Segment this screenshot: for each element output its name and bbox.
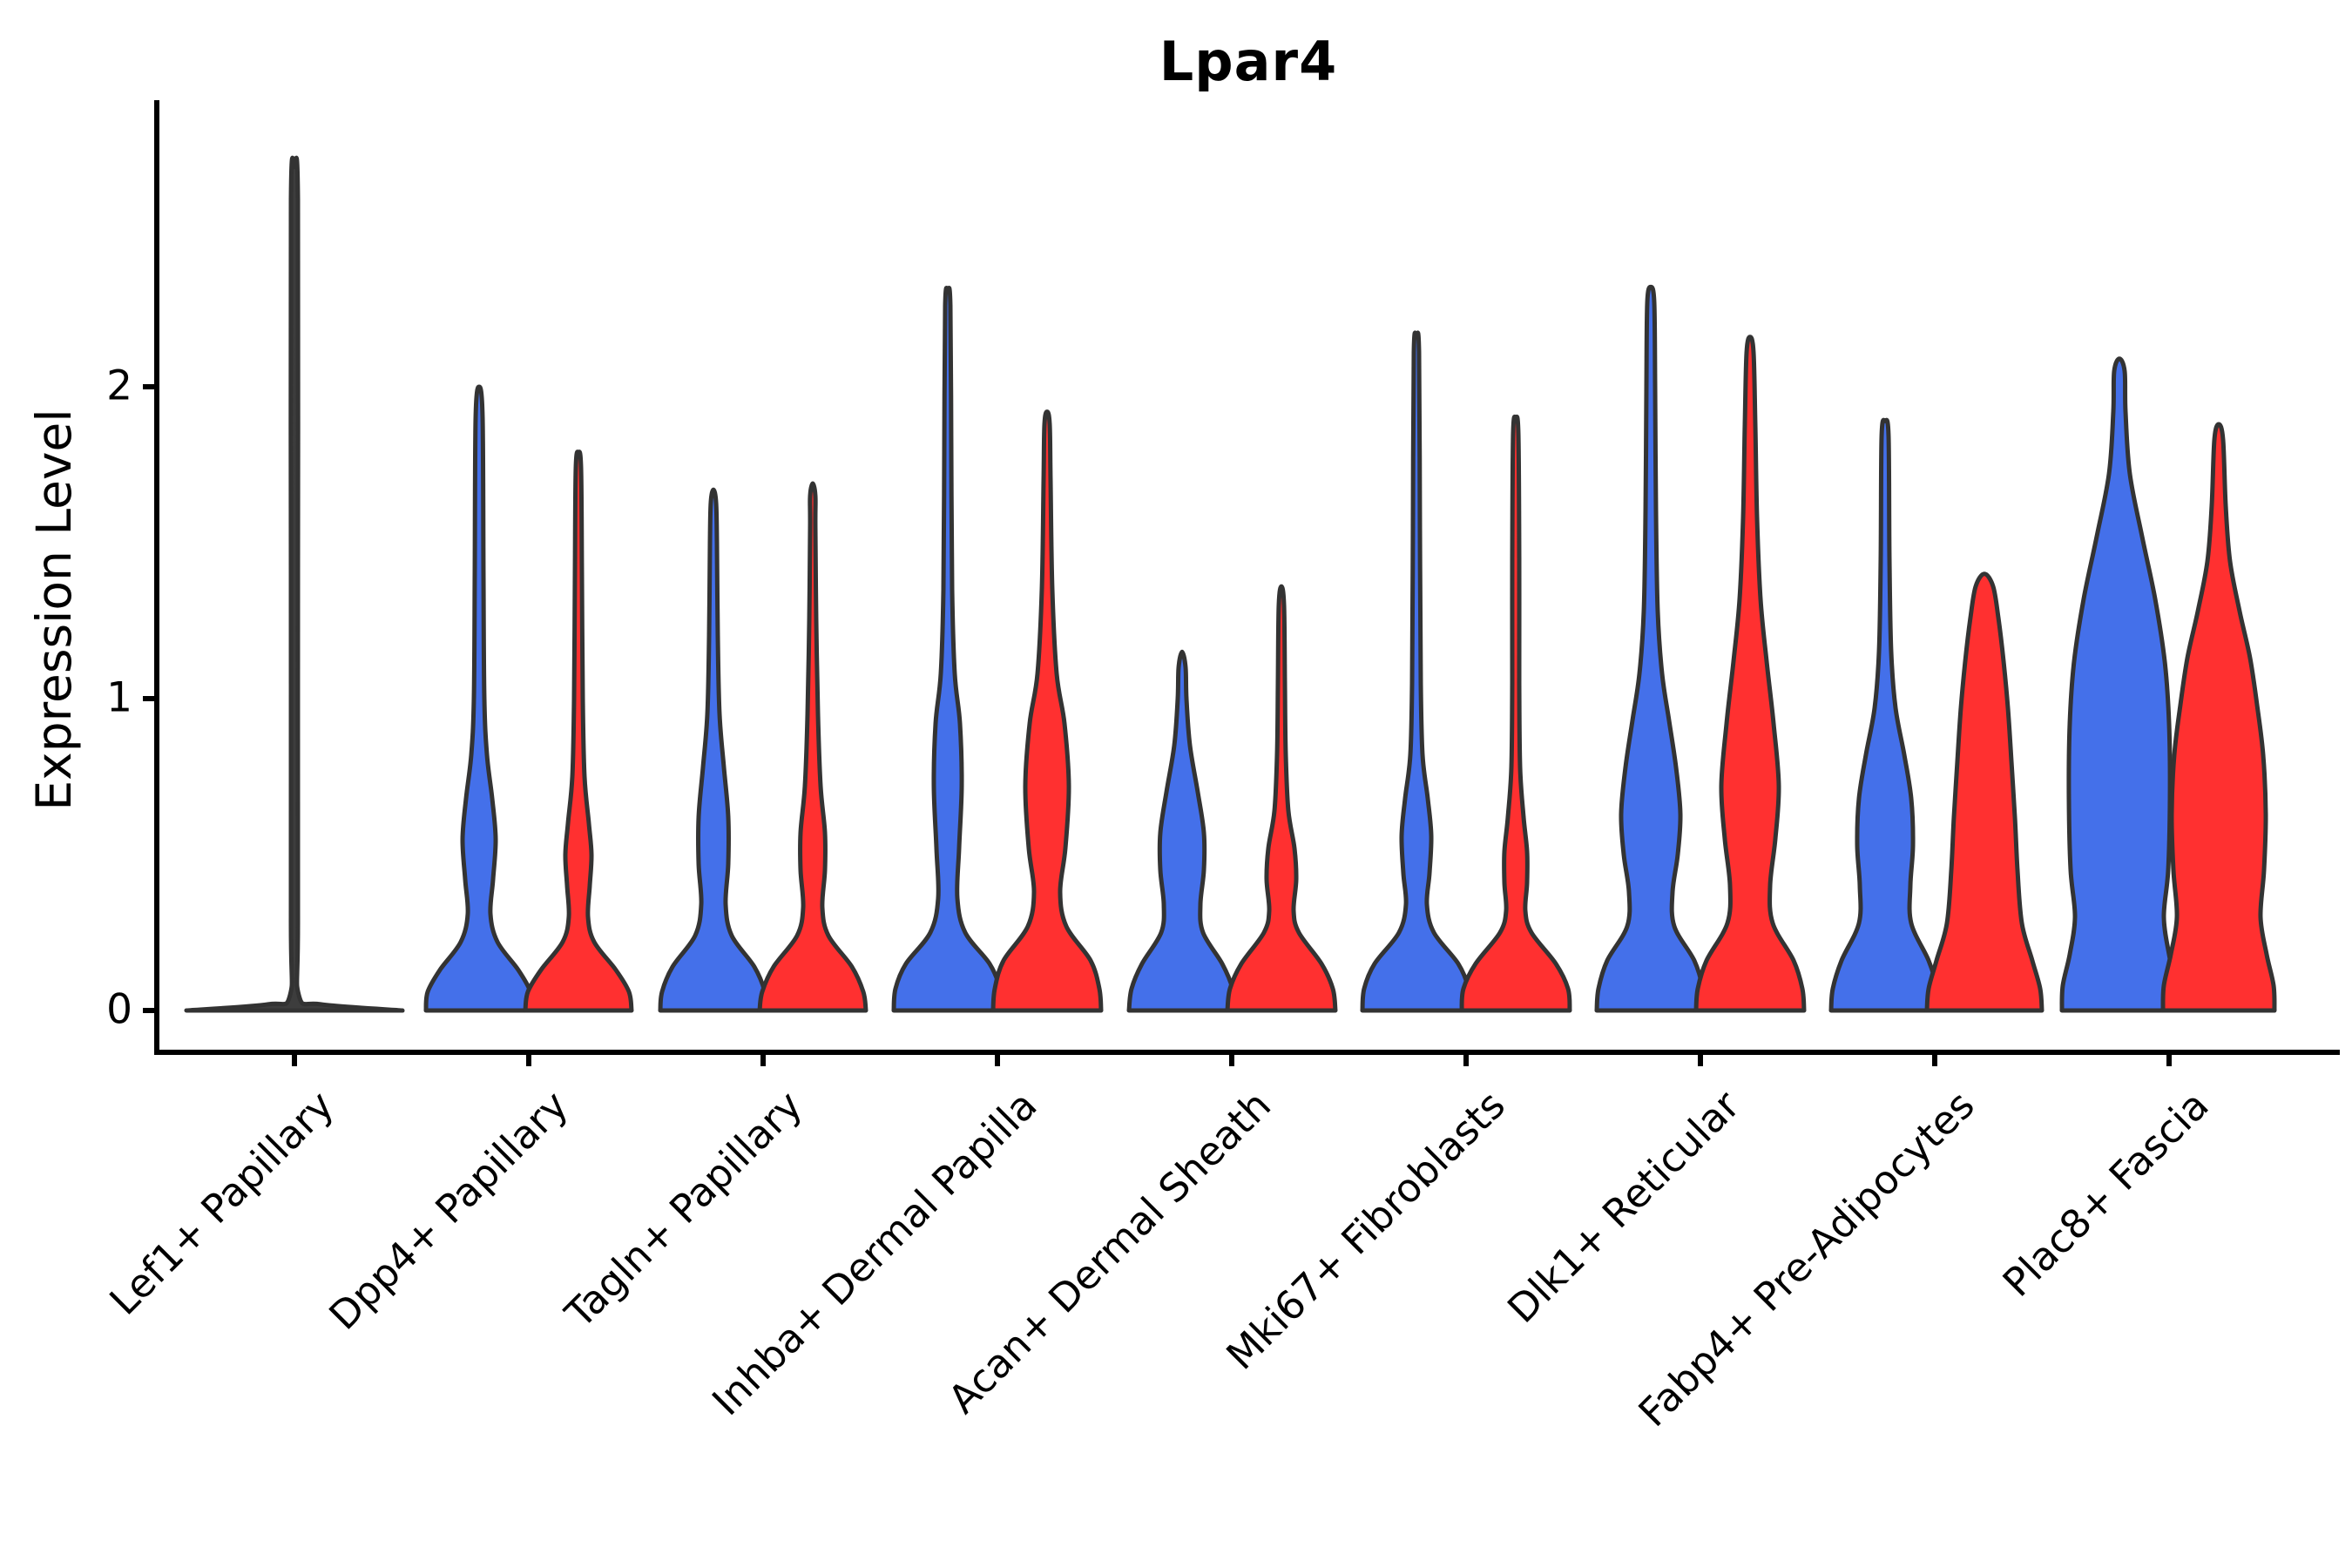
y-tick-label: 1 xyxy=(106,673,132,722)
chart-title: Lpar4 xyxy=(1159,30,1338,93)
violin-7-right xyxy=(1924,571,2044,1013)
violin-5-right xyxy=(1459,414,1572,1013)
violin-5-left xyxy=(1360,330,1473,1013)
violin-1-left xyxy=(423,384,535,1013)
violin-8-left xyxy=(2059,356,2180,1013)
violin-6-right xyxy=(1693,335,1807,1013)
violin-7-left xyxy=(1828,417,1942,1013)
violin-3-right xyxy=(990,409,1104,1013)
violin-3-left xyxy=(891,286,1004,1013)
axes-spines xyxy=(154,100,2340,1055)
violin-4-left xyxy=(1126,649,1238,1013)
violin-6-left xyxy=(1594,284,1707,1013)
y-tick-label: 0 xyxy=(106,985,132,1034)
violin-0-single xyxy=(184,155,405,1013)
violin-8-right xyxy=(2160,422,2277,1013)
violin-4-right xyxy=(1225,584,1338,1013)
violin-2-left xyxy=(658,487,769,1013)
y-tick-label: 2 xyxy=(106,362,132,410)
violin-2-right xyxy=(757,481,868,1013)
violin-1-right xyxy=(523,449,634,1013)
